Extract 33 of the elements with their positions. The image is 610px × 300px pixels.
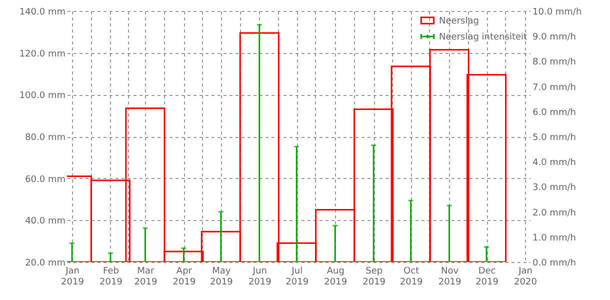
x-tick-label: Oct 2019 xyxy=(400,266,424,288)
x-tick-label: Apr 2019 xyxy=(172,266,196,288)
y-tick-label: 40.0 mm xyxy=(25,216,66,227)
y2-tick-label: 7.0 mm/h xyxy=(532,82,576,93)
x-tick-label: Jul 2019 xyxy=(286,266,309,288)
y-tick-label: 140.0 mm xyxy=(19,8,66,18)
y-tick-label: 120.0 mm xyxy=(19,49,66,60)
y-tick-label: 60.0 mm xyxy=(25,174,66,185)
y2-tick-label: 9.0 mm/h xyxy=(532,32,576,43)
x-tick-label: Jun 2019 xyxy=(248,266,272,288)
x-tick-label: Nov 2019 xyxy=(438,266,462,288)
x-tick-label: Sep 2019 xyxy=(362,266,386,288)
x-tick-label: Jan 2019 xyxy=(61,266,84,288)
y2-tick-label: 4.0 mm/h xyxy=(532,158,576,168)
x-tick-label: Mar 2019 xyxy=(134,266,158,288)
y2-tick-label: 0.0 mm/h xyxy=(532,258,576,268)
x-tick-label: Jan 2020 xyxy=(514,266,538,288)
y2-tick-label: 1.0 mm/h xyxy=(532,233,576,244)
legend-label: Neerslag xyxy=(439,16,479,26)
y-tick-label: 80.0 mm xyxy=(25,133,66,143)
y2-tick-label: 2.0 mm/h xyxy=(532,208,576,218)
legend-label: Neerslag intensiteit xyxy=(439,32,528,42)
y-tick-label: 20.0 mm xyxy=(25,258,66,268)
x-tick-label: Aug 2019 xyxy=(324,266,348,288)
y2-tick-label: 6.0 mm/h xyxy=(532,108,576,118)
y-tick-label: 100.0 mm xyxy=(19,91,66,102)
x-tick-label: Feb 2019 xyxy=(100,266,123,288)
y2-tick-label: 8.0 mm/h xyxy=(532,58,576,68)
y2-tick-label: 5.0 mm/h xyxy=(532,133,576,143)
x-tick-label: May 2019 xyxy=(210,266,234,288)
y2-tick-label: 3.0 mm/h xyxy=(532,183,576,194)
y2-tick-label: 10.0 mm/h xyxy=(532,8,582,18)
x-tick-label: Dec 2019 xyxy=(476,266,499,288)
